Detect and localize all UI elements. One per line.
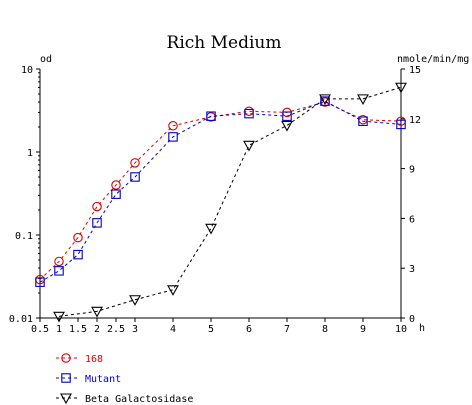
series-line-mutant — [39, 100, 402, 283]
data-point-mutant — [130, 172, 140, 182]
data-point-mutant — [73, 249, 83, 260]
series-line-beta-galactosidase — [58, 86, 402, 317]
right-tick-label: 9 — [409, 165, 415, 176]
data-point-mutant — [54, 266, 64, 276]
chart-title: Rich Medium — [167, 33, 282, 53]
data-point-168 — [73, 232, 83, 243]
data-point-168 — [111, 180, 121, 190]
data-point-168 — [130, 158, 140, 168]
data-point-beta-galactosidase — [91, 306, 103, 318]
data-point-beta-galactosidase — [205, 223, 217, 235]
left-tick-label: 10 — [21, 65, 33, 76]
right-tick-label: 6 — [409, 214, 415, 225]
series-line-168 — [39, 101, 402, 280]
data-point-mutant — [92, 218, 102, 228]
left-tick-label: 0.01 — [9, 314, 33, 325]
data-point-mutant — [244, 108, 254, 119]
x-tick-label: 1 — [56, 324, 62, 335]
legend-label-beta-galactosidase: Beta Galactosidase — [85, 394, 193, 405]
legend-label-mutant: Mutant — [85, 374, 121, 385]
data-point-168 — [92, 201, 102, 212]
x-tick-label: 8 — [322, 324, 328, 335]
x-tick-label: 0.5 — [31, 324, 49, 335]
data-point-mutant — [206, 111, 216, 121]
x-tick-label: 9 — [360, 324, 366, 335]
legend-marker-mutant — [61, 373, 71, 383]
data-point-mutant — [320, 96, 330, 106]
right-tick-label: 3 — [409, 264, 415, 275]
x-tick-label: 1.5 — [69, 324, 87, 335]
legend-label-168: 168 — [85, 354, 103, 365]
data-point-mutant — [111, 189, 121, 199]
data-point-mutant — [168, 132, 178, 142]
x-tick-label: 5 — [208, 324, 214, 335]
left-tick-label: 0.1 — [15, 231, 33, 242]
right-tick-label: 0 — [409, 314, 415, 325]
x-tick-label: 2 — [94, 324, 100, 335]
x-tick-label: 6 — [246, 324, 252, 335]
data-point-beta-galactosidase — [357, 94, 369, 106]
left-axis-label: od — [40, 54, 52, 65]
data-point-beta-galactosidase — [167, 285, 179, 296]
data-point-mutant — [396, 119, 406, 130]
data-point-beta-galactosidase — [243, 140, 255, 152]
left-tick-label: 1 — [27, 148, 33, 159]
data-point-mutant — [35, 277, 45, 287]
data-point-168 — [168, 121, 178, 131]
data-point-beta-galactosidase — [281, 120, 293, 132]
right-tick-label: 15 — [409, 65, 421, 76]
right-axis-label: nmole/min/mg — [397, 54, 469, 65]
data-point-beta-galactosidase — [129, 295, 141, 306]
data-point-beta-galactosidase — [53, 311, 65, 323]
x-tick-label: 3 — [132, 324, 138, 335]
data-point-beta-galactosidase — [319, 94, 331, 106]
x-tick-label: 7 — [284, 324, 290, 335]
x-tick-label: 4 — [170, 324, 176, 335]
data-point-beta-galactosidase — [395, 82, 407, 94]
x-tick-label: 2.5 — [107, 324, 125, 335]
legend-marker-beta-galactosidase — [60, 393, 72, 405]
x-tick-label: 10 — [395, 324, 407, 335]
right-tick-label: 12 — [409, 115, 421, 126]
data-point-168 — [54, 256, 64, 267]
data-point-mutant — [282, 111, 292, 121]
data-point-mutant — [358, 116, 368, 126]
x-axis-unit: h — [419, 323, 425, 334]
legend-marker-168 — [61, 353, 71, 363]
